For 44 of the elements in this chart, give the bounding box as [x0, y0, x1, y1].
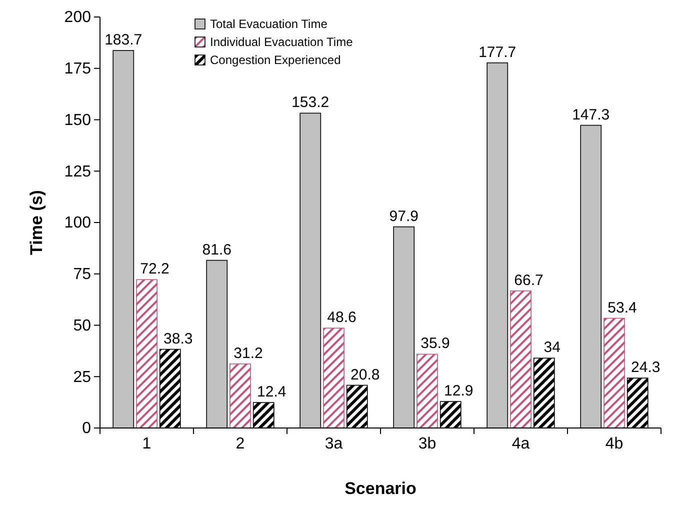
y-tick-label: 0: [82, 420, 92, 438]
bar: [416, 354, 438, 428]
y-tick-label: 175: [64, 60, 92, 78]
data-label: 97.9: [389, 208, 418, 225]
x-axis-title: Scenario: [344, 479, 416, 498]
x-tick-label: 1: [142, 436, 152, 453]
bar: [323, 328, 344, 428]
legend-label: Individual Evacuation Time: [210, 35, 354, 49]
data-label: 147.3: [572, 106, 610, 124]
bar: [510, 290, 532, 428]
y-tick-label: 100: [64, 214, 92, 232]
data-label: 12.4: [257, 384, 286, 401]
data-label: 20.8: [350, 366, 380, 384]
data-label: 72.2: [140, 260, 170, 278]
legend-label: Total Evacuation Time: [210, 17, 328, 31]
legend-label: Congestion Experienced: [210, 53, 341, 67]
bar: [604, 318, 625, 428]
data-label: 48.6: [327, 309, 356, 326]
data-label: 24.3: [631, 359, 660, 376]
data-label: 153.2: [292, 94, 330, 112]
bar: [230, 363, 251, 428]
data-label: 177.7: [478, 44, 516, 61]
data-label: 34: [544, 339, 560, 356]
bar: [136, 279, 158, 428]
y-axis-title: Time (s): [27, 190, 46, 255]
x-tick-label: 2: [236, 436, 245, 453]
y-tick-label: 75: [73, 266, 92, 283]
y-tick-label: 125: [64, 163, 92, 180]
data-label: 31.2: [234, 344, 263, 362]
x-tick-label: 4b: [605, 436, 624, 453]
data-label: 183.7: [104, 31, 142, 48]
data-label: 53.4: [608, 299, 637, 316]
data-label: 38.3: [164, 330, 193, 348]
x-tick-label: 3a: [324, 436, 343, 453]
x-tick-label: 3b: [418, 436, 436, 453]
y-tick-label: 50: [73, 317, 92, 334]
data-label: 66.7: [514, 272, 544, 289]
y-tick-label: 200: [64, 9, 92, 26]
data-label: 12.9: [444, 382, 474, 400]
data-label: 81.6: [202, 241, 232, 258]
data-label: 35.9: [420, 335, 450, 352]
y-tick-label: 25: [73, 368, 92, 386]
x-tick-label: 4a: [512, 436, 530, 453]
y-tick-label: 150: [64, 112, 92, 129]
